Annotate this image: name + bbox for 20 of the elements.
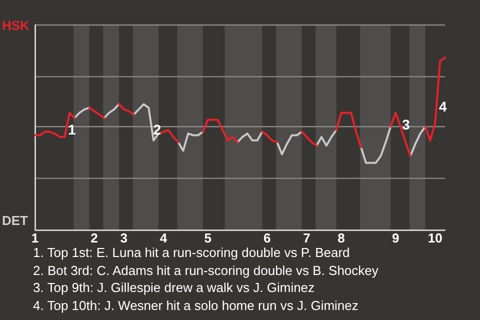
text: HSK	[2, 18, 30, 33]
x-tick-label: 6	[264, 230, 271, 246]
text: DET	[2, 213, 28, 228]
x-tick-label: 1	[31, 230, 39, 246]
x-tick-label: 5	[204, 230, 212, 246]
x-tick-label: 7	[303, 230, 310, 246]
text: 4. Top 10th: J. Wesner hit a solo home run vs J. Giminez	[33, 296, 360, 314]
annotation: 3	[402, 116, 410, 133]
text: 2. Bot 3rd: C. Adams hit a run-scoring double vs B. Shockey	[33, 262, 378, 279]
x-tick-label: 9	[392, 230, 400, 246]
annotation: 4	[439, 98, 447, 114]
annotation: 1	[68, 121, 76, 138]
x-tick-label: 3	[120, 230, 128, 246]
annotation: 2	[153, 121, 162, 138]
text: 3. Top 9th: J. Gillespie drew a walk vs J. Giminez	[33, 279, 316, 296]
x-tick-label: 8	[338, 230, 345, 246]
x-tick-label: 2	[90, 230, 98, 246]
x-tick-label: 4	[160, 230, 168, 246]
text: 1. Top 1st: E. Luna hit a run-scoring double vs P. Beard	[33, 244, 351, 262]
x-tick-label: 10	[428, 230, 442, 246]
